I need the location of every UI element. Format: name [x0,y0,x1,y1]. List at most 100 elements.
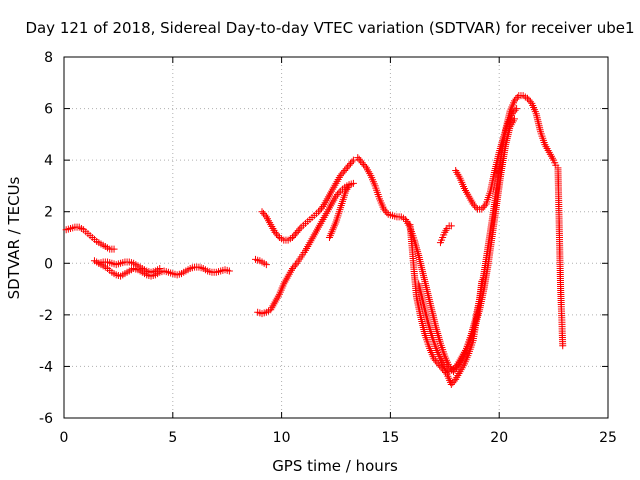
data-point [110,245,118,253]
y-tick-label: 6 [44,102,53,118]
x-tick-label: 20 [490,430,508,446]
data-point [271,228,279,236]
data-point [380,205,388,213]
data-point [513,105,521,113]
data-point [347,160,355,168]
series-arc-11 [436,222,455,247]
data-point [358,159,366,167]
data-point [441,362,449,370]
data-point [511,106,519,114]
data-point [344,163,352,171]
data-point [317,204,325,212]
data-point [345,182,353,190]
data-point [316,206,324,214]
x-tick-label: 25 [599,430,617,446]
data-point [338,170,346,178]
data-point [427,328,435,336]
y-tick-label: 8 [44,50,53,66]
data-point [290,232,298,240]
data-point [447,380,455,388]
data-point [336,172,344,180]
data-point [427,330,435,338]
data-point [508,110,516,118]
data-point [512,95,520,103]
x-tick-label: 5 [168,430,177,446]
y-tick-label: -4 [39,359,53,375]
data-point [291,261,299,269]
data-point [335,189,343,197]
data-point [349,156,357,164]
data-point [360,160,368,168]
data-point [258,208,266,216]
data-point [451,363,459,371]
data-point [332,192,340,200]
data-point [559,342,567,350]
data-point [510,115,518,123]
data-point [431,356,439,364]
data-point [383,209,391,217]
data-point [424,318,432,326]
data-point [349,179,357,187]
data-point [447,222,455,230]
data-point [525,96,533,104]
axis-ticks: 0 5 10 15 20 25 -6 -4 -2 0 2 4 6 8 [39,50,617,446]
data-point [471,202,479,210]
data-point [288,234,296,241]
data-point [523,94,531,102]
data-point [348,158,356,166]
data-point [261,211,269,219]
x-tick-label: 10 [273,430,291,446]
data-point [433,326,441,334]
series-arc-7 [325,182,353,241]
data-point [513,93,521,101]
series-arc-3 [95,258,164,276]
data-point [434,360,442,368]
data-point [450,365,458,373]
data-point [274,232,282,240]
data-point [478,205,486,213]
series-arc-10 [415,115,518,376]
series-arc-1 [62,223,118,253]
data-point [469,200,477,208]
y-tick-label: 2 [44,205,53,221]
data-point [433,328,441,336]
data-point [355,155,363,163]
data-point [510,108,518,116]
data-point [293,228,301,236]
data-point [442,364,450,372]
data-point [339,168,347,176]
data-point [481,202,489,210]
data-point [354,154,362,162]
y-tick-label: 4 [44,153,53,169]
series-arc-5 [258,156,357,244]
y-tick-label: 0 [44,256,53,272]
data-point [452,362,460,370]
data-point [290,263,298,271]
data-point [259,209,267,217]
data-point [526,98,534,106]
data-point [436,362,444,370]
data-point [510,97,518,105]
data-point [357,157,365,165]
data-point [262,261,270,269]
y-axis-label: SDTVAR / TECUs [5,176,23,299]
data-point [424,320,432,328]
data-point [156,264,164,272]
series-arc-13 [554,164,567,350]
x-tick-label: 0 [60,430,69,446]
series-arc-4 [251,255,270,269]
data-point [472,203,480,211]
y-tick-label: -2 [39,308,53,324]
x-axis-label: GPS time / hours [272,457,398,475]
data-point [315,208,323,216]
data-point [273,230,281,238]
data-point [291,230,299,238]
data-points [62,92,567,388]
grid [64,57,608,418]
data-point [381,207,389,215]
data-point [450,377,458,385]
data-point [430,355,438,363]
chart-title: Day 121 of 2018, Sidereal Day-to-day VTE… [25,19,634,37]
data-point [434,330,442,338]
